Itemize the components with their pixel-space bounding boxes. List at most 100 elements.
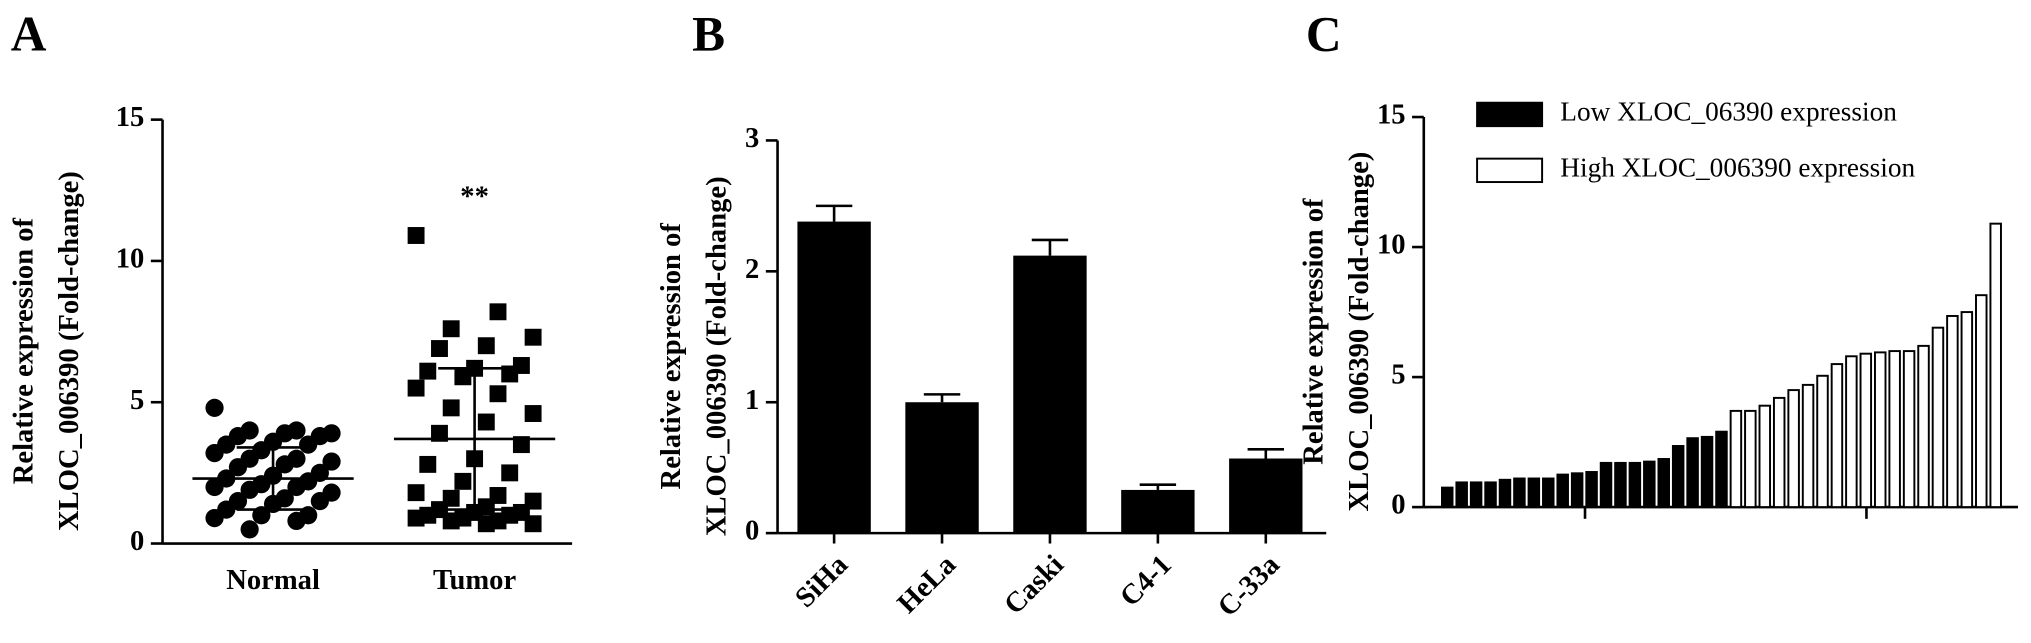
bar bbox=[1441, 486, 1454, 509]
y-axis-label: Relative expression of bbox=[656, 223, 687, 490]
y-tick-label: 10 bbox=[116, 243, 145, 274]
data-point bbox=[322, 452, 341, 471]
bar bbox=[1960, 311, 1974, 509]
bar bbox=[1946, 314, 1959, 509]
y-axis-label: Relative expression of bbox=[9, 217, 40, 484]
bar bbox=[1744, 409, 1757, 509]
panel-label: A bbox=[11, 6, 47, 61]
legend-swatch bbox=[1476, 157, 1544, 184]
data-point bbox=[310, 492, 329, 511]
data-point bbox=[419, 455, 437, 473]
x-tick-label: Tumor bbox=[433, 565, 516, 596]
bar bbox=[1917, 344, 1930, 509]
panel-label: B bbox=[692, 6, 725, 61]
data-point bbox=[407, 484, 425, 502]
bar bbox=[1888, 350, 1901, 509]
y-tick-label: 10 bbox=[1377, 230, 1406, 261]
bar bbox=[1614, 461, 1627, 509]
y-tick-label: 3 bbox=[745, 123, 759, 154]
bar bbox=[1772, 396, 1786, 509]
data-point bbox=[205, 477, 224, 497]
bar bbox=[905, 402, 979, 534]
data-point bbox=[489, 385, 507, 403]
y-axis-label: XLOC_006390 (Fold-change) bbox=[1344, 152, 1375, 512]
bar bbox=[1715, 430, 1728, 509]
legend-swatch bbox=[1476, 101, 1544, 128]
y-tick-label: 2 bbox=[745, 254, 759, 285]
y-tick-label: 0 bbox=[130, 526, 144, 557]
x-tick-label: Normal bbox=[226, 565, 320, 596]
bar bbox=[797, 221, 871, 534]
bar bbox=[1498, 478, 1512, 509]
y-tick-label: 15 bbox=[1377, 100, 1406, 131]
bar bbox=[1989, 222, 2002, 509]
y-tick-label: 1 bbox=[745, 385, 759, 416]
y-tick-label: 0 bbox=[1391, 490, 1405, 521]
data-point bbox=[524, 328, 542, 346]
data-point bbox=[454, 472, 472, 490]
data-point bbox=[287, 477, 306, 497]
bar bbox=[1527, 477, 1541, 509]
data-point bbox=[477, 337, 495, 355]
bar bbox=[1729, 409, 1743, 509]
y-axis-label: Relative expression of bbox=[1298, 198, 1329, 465]
bar bbox=[1513, 477, 1526, 509]
data-point bbox=[431, 340, 448, 357]
bar bbox=[1628, 461, 1642, 509]
bar bbox=[1469, 481, 1483, 509]
bar bbox=[1902, 350, 1916, 509]
y-axis-label: XLOC_006390 (Fold-change) bbox=[54, 171, 85, 531]
y-tick-label: 0 bbox=[745, 516, 759, 547]
data-point bbox=[442, 399, 460, 417]
legend-label: High XLOC_006390 expression bbox=[1560, 153, 1915, 183]
y-axis-label: XLOC_006390 (Fold-change) bbox=[702, 176, 733, 536]
bar bbox=[1686, 437, 1699, 509]
bar bbox=[1700, 435, 1714, 509]
bar bbox=[1657, 458, 1670, 509]
bar bbox=[1830, 363, 1844, 509]
data-point bbox=[524, 515, 542, 533]
data-point bbox=[287, 511, 306, 531]
data-point bbox=[454, 368, 472, 386]
data-point bbox=[501, 464, 519, 482]
bar bbox=[1787, 389, 1800, 509]
bar bbox=[1859, 352, 1873, 509]
bar bbox=[1455, 481, 1468, 509]
data-point bbox=[477, 515, 495, 533]
bar bbox=[1845, 355, 1858, 509]
y-tick-label: 15 bbox=[116, 102, 145, 133]
data-point bbox=[512, 436, 530, 454]
data-point bbox=[205, 398, 224, 417]
bar bbox=[1671, 445, 1685, 509]
data-point bbox=[407, 227, 425, 244]
data-point bbox=[407, 379, 425, 397]
bar bbox=[1013, 255, 1087, 534]
bar bbox=[1643, 460, 1656, 509]
data-point bbox=[524, 405, 542, 422]
data-point bbox=[407, 509, 425, 527]
bar bbox=[1599, 461, 1613, 509]
data-point bbox=[442, 512, 460, 530]
bar bbox=[1484, 481, 1497, 509]
data-point bbox=[489, 303, 507, 321]
data-point bbox=[240, 520, 259, 539]
data-point bbox=[299, 435, 318, 454]
data-point bbox=[275, 455, 294, 474]
legend-label: Low XLOC_06390 expression bbox=[1560, 97, 1897, 127]
data-point bbox=[205, 508, 224, 528]
y-tick-label: 5 bbox=[130, 385, 144, 416]
bar bbox=[1585, 471, 1598, 509]
bar bbox=[1556, 473, 1569, 509]
bar bbox=[1542, 477, 1555, 509]
bar bbox=[1873, 351, 1887, 509]
y-tick-label: 5 bbox=[1391, 360, 1405, 391]
bar bbox=[1975, 294, 1988, 509]
bar bbox=[1816, 374, 1829, 509]
data-point bbox=[228, 458, 248, 477]
bar bbox=[1570, 472, 1584, 509]
data-point bbox=[442, 320, 460, 338]
bar bbox=[1801, 383, 1815, 509]
data-point bbox=[205, 443, 224, 463]
data-point bbox=[501, 365, 519, 383]
